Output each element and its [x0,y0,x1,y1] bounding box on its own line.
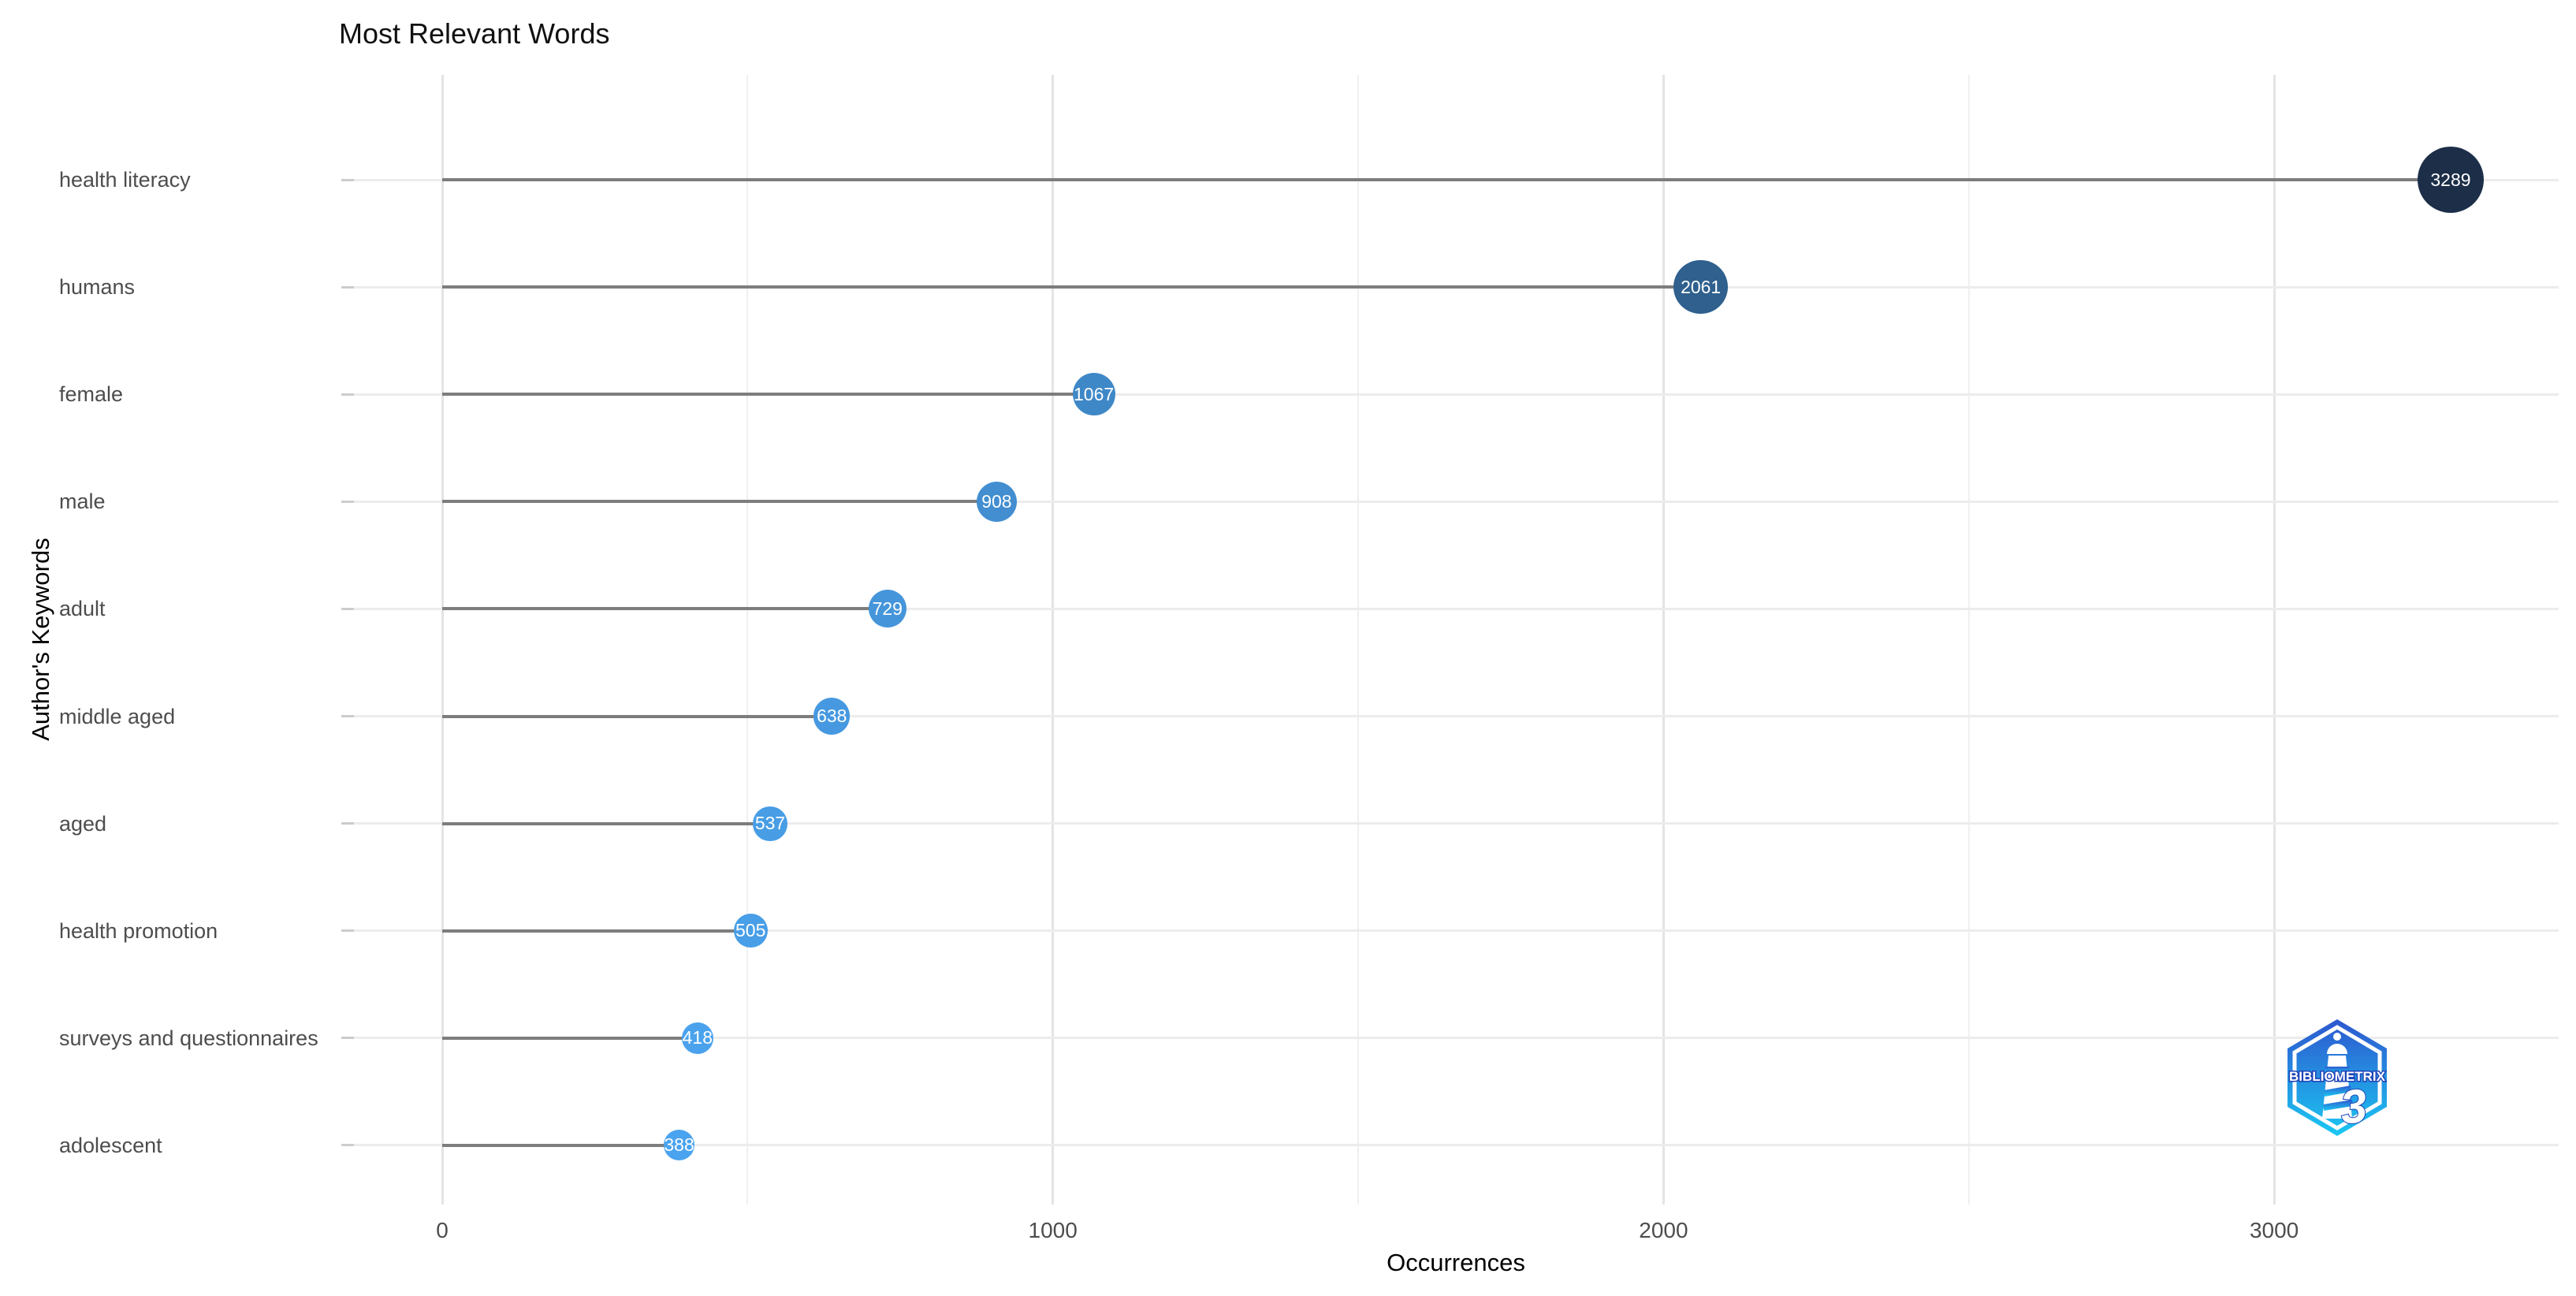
lollipop-dot: 638 [813,698,851,735]
y-tick-mark [341,822,354,825]
category-gridline [354,500,2559,503]
lollipop-stem [442,1036,698,1040]
category-label: male [59,490,106,514]
bibliometrix-logo: 3 BIBLIOMETRIX [2288,1019,2387,1136]
category-gridline [354,1037,2559,1040]
x-minor-gridline [746,75,749,1205]
x-tick-label: 3000 [2249,1218,2299,1242]
x-tick-label: 1000 [1028,1218,1078,1242]
category-label: health literacy [59,168,191,192]
lollipop-stem [442,1143,679,1147]
lollipop-dot: 1067 [1072,373,1115,416]
category-gridline [354,1144,2559,1147]
y-tick-mark [341,715,354,717]
x-minor-gridline [1967,75,1970,1205]
logo-wordmark: BIBLIOMETRIX [2289,1069,2386,1084]
lollipop-stem [442,178,2451,181]
lollipop-dot: 418 [681,1022,714,1055]
category-label: middle aged [59,704,176,728]
x-major-gridline [1052,75,1055,1205]
lighthouse-stripe [2325,1067,2350,1073]
category-label: adolescent [59,1133,162,1157]
lollipop-stem [442,393,1094,397]
logo-hexagon-inner-ring [2292,1025,2382,1130]
category-gridline [354,393,2559,396]
lighthouse-dome-icon [2327,1044,2347,1054]
lighthouse-stripe [2324,1086,2351,1097]
x-tick-label: 0 [436,1218,449,1242]
category-gridline [354,929,2559,933]
lollipop-dot: 3289 [2417,147,2484,213]
lollipop-dot: 729 [868,590,906,628]
x-tick-label: 2000 [1639,1218,1688,1242]
lollipop-dot: 505 [733,914,768,948]
lollipop-stem [442,714,832,718]
y-tick-mark [341,1037,354,1040]
y-tick-mark [341,500,354,503]
logo-numeral: 3 [2338,1079,2369,1134]
lollipop-dot: 537 [753,806,787,841]
y-tick-mark [341,178,354,181]
y-tick-mark [341,607,354,610]
category-label: adult [59,597,106,621]
category-label: female [59,382,124,407]
lollipop-stem [442,821,770,825]
chart-title: Most Relevant Words [339,17,610,50]
lollipop-dot: 388 [664,1130,695,1161]
lollipop-stem [442,285,1701,289]
lollipop-stem [442,929,751,933]
x-major-gridline [441,75,444,1205]
category-label: health promotion [59,918,218,943]
y-tick-mark [341,1144,354,1147]
lighthouse-stripe [2323,1100,2353,1111]
lollipop-dot: 2061 [1673,259,1729,315]
x-minor-gridline [1357,75,1360,1205]
lighthouse-cap-icon [2333,1033,2341,1041]
category-gridline [354,607,2559,610]
category-label: aged [59,811,107,836]
y-tick-mark [341,929,354,933]
lollipop-dot: 908 [976,481,1018,522]
category-label: surveys and questionnaires [59,1026,318,1050]
category-gridline [354,822,2559,825]
x-major-gridline [1662,75,1665,1205]
y-tick-mark [341,285,354,289]
y-axis-title: Author's Keywords [27,538,54,741]
x-major-gridline [2273,75,2276,1205]
lollipop-stem [442,500,997,504]
category-label: humans [59,275,136,300]
lollipop-stem [442,607,888,611]
category-gridline [354,715,2559,717]
y-tick-mark [341,393,354,396]
x-axis-title: Occurrences [1387,1249,1525,1276]
